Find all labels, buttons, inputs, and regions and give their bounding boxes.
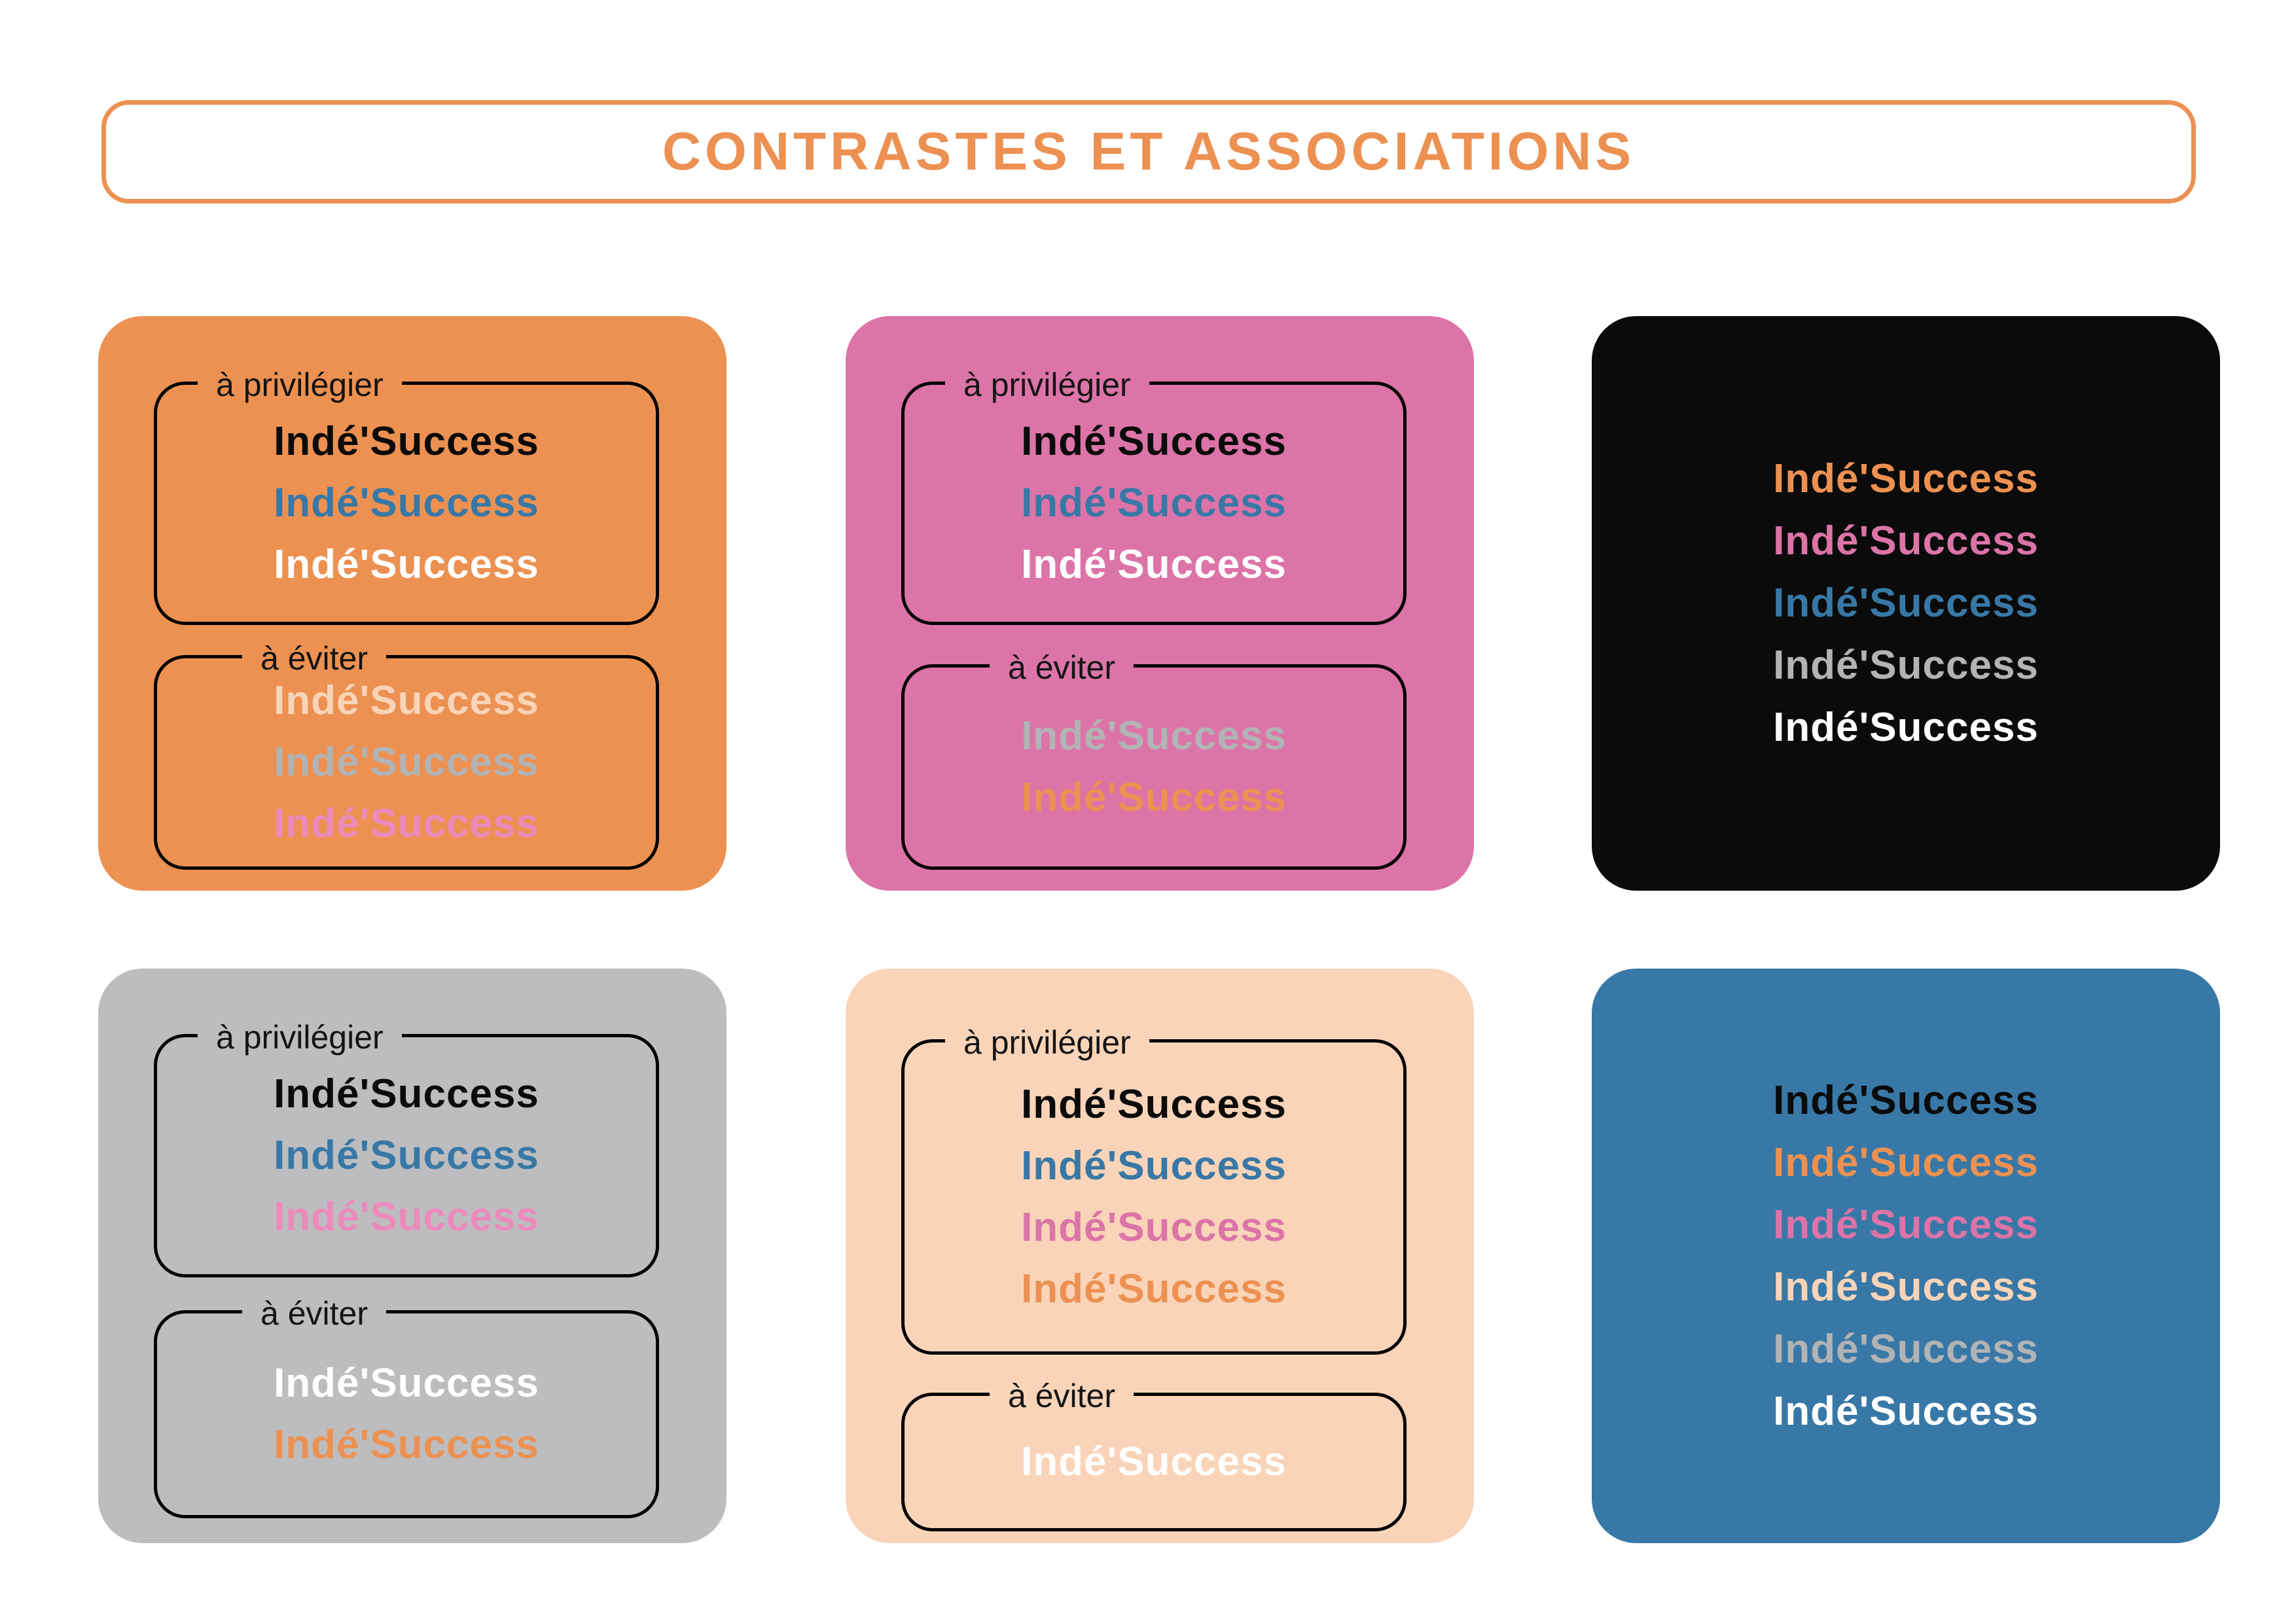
logo-text-gray: Indé'Success <box>274 740 539 785</box>
logo-text-pink_light: Indé'Success <box>274 1194 539 1240</box>
logo-text-white: Indé'Success <box>1021 1439 1287 1484</box>
page-title-banner: CONTRASTES ET ASSOCIATIONS <box>101 100 2196 204</box>
avoid-label: à éviter <box>242 1292 386 1335</box>
prefer-label: à privilégier <box>198 1016 402 1059</box>
logo-lines: Indé'Success Indé'Success Indé'Success <box>157 1037 656 1274</box>
prefer-label: à privilégier <box>945 363 1149 406</box>
logo-text-orange: Indé'Success <box>1773 1139 2039 1185</box>
logo-text-blue: Indé'Success <box>274 1133 539 1178</box>
prefer-box: à privilégier Indé'Success Indé'Success In… <box>154 1016 659 1277</box>
logo-lines: Indé'Success Indé'Success Indé'Success <box>905 385 1403 622</box>
logo-text-white: Indé'Success <box>1773 705 2039 750</box>
logo-text-orange: Indé'Success <box>1021 775 1287 820</box>
logo-text-pink: Indé'Success <box>1021 1205 1287 1250</box>
logo-text-orange: Indé'Success <box>1021 1266 1287 1311</box>
logo-text-black: Indé'Success <box>1021 419 1287 464</box>
card-gray: à privilégier Indé'Success Indé'Success In… <box>98 969 726 1543</box>
logo-text-black: Indé'Success <box>274 1071 539 1116</box>
page-title: CONTRASTES ET ASSOCIATIONS <box>662 122 1636 181</box>
avoid-label: à éviter <box>990 646 1134 689</box>
logo-text-white: Indé'Success <box>1773 1388 2039 1434</box>
prefer-box: à privilégier Indé'Success Indé'Success In… <box>154 363 659 625</box>
prefer-box: à privilégier Indé'Success Indé'Success In… <box>901 1021 1407 1355</box>
logo-text-peach: Indé'Success <box>274 678 539 723</box>
logo-text-orange: Indé'Success <box>274 1422 539 1467</box>
logo-text-pink: Indé'Success <box>1773 518 2039 563</box>
logo-text-pink: Indé'Success <box>1773 1202 2039 1247</box>
logo-text-black: Indé'Success <box>1773 1077 2039 1123</box>
logo-text-blue: Indé'Success <box>1021 1143 1287 1188</box>
logo-text-orange: Indé'Success <box>1773 456 2039 501</box>
prefer-label: à privilégier <box>945 1021 1149 1064</box>
logo-text-white: Indé'Success <box>1021 542 1287 587</box>
card-peach: à privilégier Indé'Success Indé'Success In… <box>846 969 1474 1543</box>
card-orange: à privilégier Indé'Success Indé'Success In… <box>98 316 726 891</box>
logo-text-blue: Indé'Success <box>1021 480 1287 526</box>
card-pink: à privilégier Indé'Success Indé'Success In… <box>846 316 1474 891</box>
prefer-label: à privilégier <box>198 363 402 406</box>
avoid-box: à éviter Indé'Success Indé'Success <box>154 1292 659 1518</box>
logo-lines: Indé'Success Indé'Success Indé'Success Indé… <box>905 1043 1403 1351</box>
logo-text-peach: Indé'Success <box>1773 1264 2039 1310</box>
logo-text-black: Indé'Success <box>1021 1082 1287 1127</box>
prefer-box: à privilégier Indé'Success Indé'Success In… <box>901 363 1407 625</box>
card-black: Indé'Success Indé'Success Indé'Success Indé… <box>1592 316 2220 891</box>
avoid-box: à éviter Indé'Success Indé'Success <box>901 646 1407 870</box>
logo-text-gray: Indé'Success <box>1773 643 2039 688</box>
card-blue: Indé'Success Indé'Success Indé'Success Indé… <box>1592 969 2220 1543</box>
avoid-label: à éviter <box>990 1374 1134 1418</box>
logo-text-gray: Indé'Success <box>1773 1326 2039 1372</box>
logo-text-white: Indé'Success <box>274 1361 539 1406</box>
logo-lines: Indé'Success Indé'Success Indé'Success Indé… <box>1592 316 2220 891</box>
logo-text-gray: Indé'Success <box>1021 713 1287 758</box>
logo-text-white: Indé'Success <box>274 542 539 587</box>
logo-lines: Indé'Success Indé'Success Indé'Success <box>157 385 656 622</box>
logo-text-blue: Indé'Success <box>1773 580 2039 626</box>
logo-lines: Indé'Success Indé'Success Indé'Success <box>157 658 656 866</box>
avoid-box: à éviter Indé'Success Indé'Success Indé'Su… <box>154 637 659 870</box>
logo-text-pink_light: Indé'Success <box>274 801 539 846</box>
avoid-box: à éviter Indé'Success <box>901 1374 1407 1531</box>
logo-text-black: Indé'Success <box>274 419 539 464</box>
logo-text-blue: Indé'Success <box>274 480 539 526</box>
logo-lines: Indé'Success Indé'Success Indé'Success Indé… <box>1592 969 2220 1543</box>
logo-lines: Indé'Success Indé'Success <box>157 1313 656 1515</box>
logo-lines: Indé'Success Indé'Success <box>905 668 1403 866</box>
logo-lines: Indé'Success <box>905 1396 1403 1528</box>
avoid-label: à éviter <box>242 637 386 680</box>
